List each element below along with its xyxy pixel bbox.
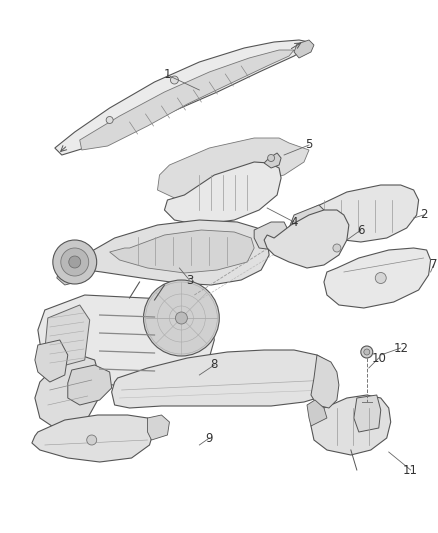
Circle shape xyxy=(176,312,187,324)
Text: 1: 1 xyxy=(164,69,171,82)
Text: 9: 9 xyxy=(205,432,213,445)
Circle shape xyxy=(364,349,370,355)
Circle shape xyxy=(333,244,341,252)
Text: 2: 2 xyxy=(420,208,427,222)
Text: 10: 10 xyxy=(371,351,386,365)
Polygon shape xyxy=(311,355,339,408)
Polygon shape xyxy=(164,162,281,225)
Polygon shape xyxy=(110,230,254,273)
Polygon shape xyxy=(294,40,314,58)
Polygon shape xyxy=(68,365,112,405)
Polygon shape xyxy=(254,222,289,250)
Polygon shape xyxy=(311,395,391,455)
Text: 12: 12 xyxy=(393,342,408,354)
Polygon shape xyxy=(55,40,309,155)
Circle shape xyxy=(144,280,219,356)
Text: 3: 3 xyxy=(186,273,193,287)
Text: 4: 4 xyxy=(290,215,298,229)
Circle shape xyxy=(61,248,89,276)
Polygon shape xyxy=(294,185,419,242)
Polygon shape xyxy=(264,210,349,268)
Polygon shape xyxy=(354,395,381,432)
Polygon shape xyxy=(32,415,155,462)
Polygon shape xyxy=(35,355,100,430)
Circle shape xyxy=(69,256,81,268)
Polygon shape xyxy=(35,340,68,382)
Text: 11: 11 xyxy=(403,464,418,477)
Polygon shape xyxy=(289,205,329,235)
Polygon shape xyxy=(112,350,331,408)
Circle shape xyxy=(87,435,97,445)
Polygon shape xyxy=(62,220,269,285)
Text: 6: 6 xyxy=(357,223,364,237)
Circle shape xyxy=(268,155,275,161)
Polygon shape xyxy=(324,248,431,308)
Text: 5: 5 xyxy=(305,139,313,151)
Polygon shape xyxy=(307,400,327,426)
Polygon shape xyxy=(57,258,88,285)
Polygon shape xyxy=(45,305,90,368)
Text: 8: 8 xyxy=(211,359,218,372)
Circle shape xyxy=(106,117,113,124)
Text: 7: 7 xyxy=(430,259,437,271)
Polygon shape xyxy=(158,138,309,198)
Circle shape xyxy=(361,346,373,358)
Polygon shape xyxy=(80,50,294,150)
Circle shape xyxy=(53,240,97,284)
Polygon shape xyxy=(148,415,170,440)
Polygon shape xyxy=(38,295,214,390)
Polygon shape xyxy=(264,153,281,168)
Circle shape xyxy=(170,76,178,84)
Circle shape xyxy=(375,272,386,284)
